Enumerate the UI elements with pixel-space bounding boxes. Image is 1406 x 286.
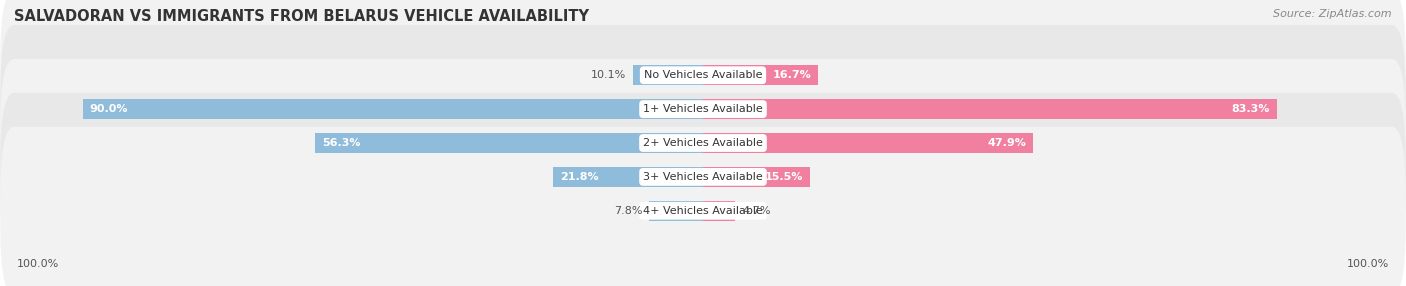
- Text: 1+ Vehicles Available: 1+ Vehicles Available: [643, 104, 763, 114]
- FancyBboxPatch shape: [0, 0, 1406, 159]
- Text: 15.5%: 15.5%: [765, 172, 803, 182]
- Text: 56.3%: 56.3%: [322, 138, 360, 148]
- FancyBboxPatch shape: [0, 93, 1406, 261]
- Text: 16.7%: 16.7%: [772, 70, 811, 80]
- Text: 7.8%: 7.8%: [614, 206, 643, 216]
- Text: 21.8%: 21.8%: [560, 172, 599, 182]
- Text: SALVADORAN VS IMMIGRANTS FROM BELARUS VEHICLE AVAILABILITY: SALVADORAN VS IMMIGRANTS FROM BELARUS VE…: [14, 9, 589, 23]
- Text: 4.7%: 4.7%: [742, 206, 770, 216]
- Bar: [703, 133, 1033, 153]
- FancyBboxPatch shape: [0, 59, 1406, 227]
- Bar: [703, 167, 810, 187]
- Text: No Vehicles Available: No Vehicles Available: [644, 70, 762, 80]
- Text: 3+ Vehicles Available: 3+ Vehicles Available: [643, 172, 763, 182]
- Bar: [315, 133, 703, 153]
- Text: 2+ Vehicles Available: 2+ Vehicles Available: [643, 138, 763, 148]
- Text: 10.1%: 10.1%: [592, 70, 627, 80]
- FancyBboxPatch shape: [0, 25, 1406, 193]
- Bar: [703, 99, 1277, 119]
- Bar: [83, 99, 703, 119]
- Text: 100.0%: 100.0%: [17, 259, 59, 269]
- Text: 47.9%: 47.9%: [987, 138, 1026, 148]
- Bar: [650, 200, 703, 221]
- Text: 90.0%: 90.0%: [90, 104, 128, 114]
- Bar: [703, 200, 735, 221]
- Bar: [553, 167, 703, 187]
- Text: 100.0%: 100.0%: [1347, 259, 1389, 269]
- Bar: [634, 65, 703, 86]
- FancyBboxPatch shape: [0, 127, 1406, 286]
- Text: 83.3%: 83.3%: [1232, 104, 1270, 114]
- Text: Source: ZipAtlas.com: Source: ZipAtlas.com: [1274, 9, 1392, 19]
- Bar: [703, 65, 818, 86]
- Text: 4+ Vehicles Available: 4+ Vehicles Available: [643, 206, 763, 216]
